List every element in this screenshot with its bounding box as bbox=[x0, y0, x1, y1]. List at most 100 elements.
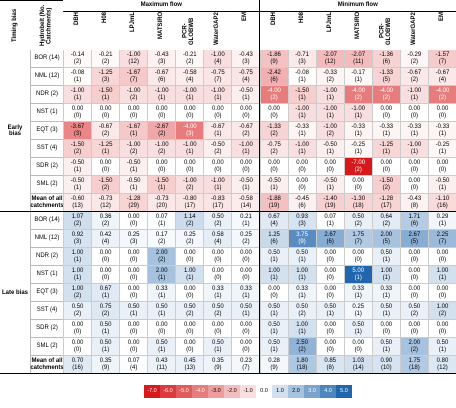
cell-value: -1.33 bbox=[379, 70, 394, 77]
cell: 0.93 (3) bbox=[287, 212, 316, 230]
cell: 0.00 (0) bbox=[231, 266, 260, 284]
cell-value: -1.00 bbox=[154, 142, 169, 149]
row-label: BOR (14) bbox=[30, 50, 63, 68]
cell-count: (1) bbox=[101, 94, 110, 101]
cell-count: (1) bbox=[382, 130, 390, 137]
cell: 1.00 (2) bbox=[63, 284, 92, 302]
cell-value: 0.00 bbox=[99, 250, 112, 257]
cell-count: (1) bbox=[298, 76, 306, 83]
cell-count: (3) bbox=[73, 130, 82, 137]
cell-count: (1) bbox=[214, 292, 222, 299]
cell: 0.00 (0) bbox=[119, 320, 148, 338]
cell-value: -1.00 bbox=[323, 124, 338, 131]
cell-count: (4) bbox=[242, 76, 250, 83]
model-header: DBH bbox=[63, 11, 92, 50]
cell-count: (0) bbox=[410, 292, 419, 299]
cell-value: 0.33 bbox=[155, 286, 168, 293]
cell-count: (2) bbox=[242, 238, 250, 245]
cell: 0.50 (1) bbox=[203, 338, 232, 356]
cell-value: 2.00 bbox=[155, 268, 168, 275]
cell-count: (6) bbox=[270, 76, 278, 83]
cell-value: -1.88 bbox=[267, 196, 281, 203]
cell-value: -0.60 bbox=[70, 196, 85, 203]
cell-count: (1) bbox=[214, 184, 222, 191]
cell-count: (0) bbox=[158, 112, 166, 119]
cell: 0.50 (1) bbox=[259, 320, 288, 338]
cell-value: 2.00 bbox=[408, 340, 421, 347]
cell-value: 0.50 bbox=[268, 340, 280, 347]
cell-count: (7) bbox=[214, 76, 222, 83]
cell: -1.33 (5) bbox=[371, 68, 400, 86]
cell-value: -0.14 bbox=[70, 52, 85, 59]
cell-count: (0) bbox=[326, 292, 334, 299]
cell-count: (9) bbox=[298, 238, 306, 245]
cell: 0.28 (9) bbox=[259, 356, 288, 374]
cell-count: (1) bbox=[382, 310, 390, 317]
cell-count: (1) bbox=[158, 94, 166, 101]
cell: 0.00 (0) bbox=[399, 266, 428, 284]
cell-value: -0.25 bbox=[435, 142, 450, 149]
cell-value: -2.42 bbox=[267, 70, 281, 77]
colorbar-box: -2.0 bbox=[224, 385, 240, 398]
cell-value: -1.00 bbox=[211, 52, 225, 59]
cell-count: (0) bbox=[354, 346, 362, 353]
cell: 0.17 (2) bbox=[147, 230, 176, 248]
cell-value: 0.00 bbox=[183, 160, 196, 167]
row-label: NDR (2) bbox=[30, 248, 63, 266]
cell: 0.80 (12) bbox=[427, 356, 456, 374]
cell: 3.75 (9) bbox=[287, 230, 316, 248]
cell-count: (1) bbox=[158, 184, 166, 191]
cell-value: -1.00 bbox=[126, 52, 141, 59]
row-label: NML (12) bbox=[30, 68, 63, 86]
cell: 0.00 (0) bbox=[147, 158, 176, 176]
cell-count: (1) bbox=[158, 310, 166, 317]
cell: -4.00 (2) bbox=[259, 86, 288, 104]
cell: -0.45 (6) bbox=[287, 194, 316, 212]
cell: 0.00 (0) bbox=[315, 266, 344, 284]
cell: -0.58 (14) bbox=[231, 194, 260, 212]
cell: -1.00 (1) bbox=[399, 140, 428, 158]
cell: 0.50 (2) bbox=[175, 302, 204, 320]
cell-value: -0.58 bbox=[182, 70, 197, 77]
cell: -0.50 (1) bbox=[231, 86, 260, 104]
cell-count: (1) bbox=[270, 310, 278, 317]
cell-count: (1) bbox=[270, 256, 278, 263]
cell: 0.00 (0) bbox=[371, 158, 400, 176]
model-header: EM bbox=[427, 11, 456, 50]
row-label: NML (12) bbox=[30, 230, 63, 248]
cell-count: (3) bbox=[73, 238, 82, 245]
row-label: EQT (3) bbox=[30, 284, 63, 302]
cell-count: (1) bbox=[270, 274, 278, 281]
cell-value: -0.50 bbox=[267, 178, 281, 185]
cell-value: -1.50 bbox=[295, 88, 309, 95]
cell: 1.03 (14) bbox=[343, 356, 372, 374]
cell: -0.58 (4) bbox=[175, 68, 204, 86]
cell-count: (1) bbox=[101, 346, 110, 353]
cell: -0.75 (7) bbox=[203, 68, 232, 86]
cell: -0.80 (17) bbox=[175, 194, 204, 212]
cell-value: -0.43 bbox=[407, 196, 422, 203]
cell-count: (3) bbox=[186, 130, 194, 137]
cell-count: (0) bbox=[214, 112, 222, 119]
cell: 0.29 (1) bbox=[427, 212, 456, 230]
cell: 0.58 (4) bbox=[203, 230, 232, 248]
cell-count: (0) bbox=[130, 220, 138, 227]
cell: 0.00 (0) bbox=[427, 158, 456, 176]
model-header: DBH bbox=[259, 11, 288, 50]
cell-count: (6) bbox=[158, 76, 166, 83]
cell-value: 0.00 bbox=[212, 322, 224, 329]
cell: -1.00 (2) bbox=[175, 176, 204, 194]
cell-count: (2) bbox=[382, 94, 390, 101]
cell: 0.00 (0) bbox=[175, 248, 204, 266]
cell: 0.00 (0) bbox=[231, 338, 260, 356]
cell-value: 0.07 bbox=[127, 358, 140, 365]
cell: 0.00 (0) bbox=[119, 248, 148, 266]
cell-value: 1.14 bbox=[183, 214, 196, 221]
cell: 0.50 (1) bbox=[147, 338, 176, 356]
cell: 1.00 (1) bbox=[63, 248, 92, 266]
cell: 0.00 (0) bbox=[231, 104, 260, 122]
cell-value: 0.50 bbox=[352, 322, 365, 329]
cell-count: (1) bbox=[130, 130, 138, 137]
cell-value: 0.00 bbox=[212, 160, 224, 167]
model-header: EM bbox=[231, 11, 260, 50]
